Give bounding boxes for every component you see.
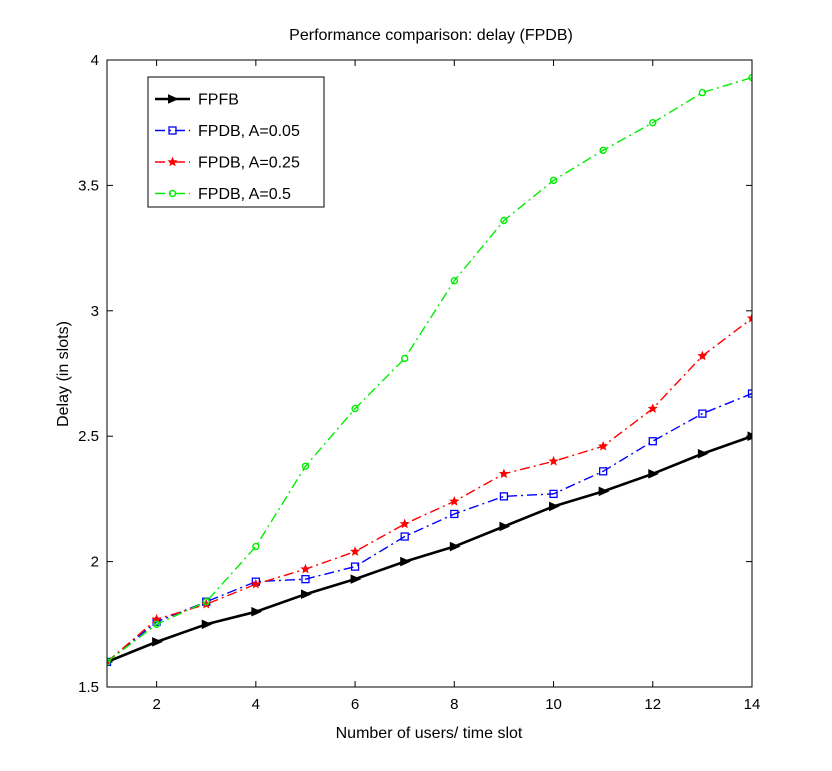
data-point	[698, 88, 707, 97]
y-axis-label: Delay (in slots)	[55, 321, 72, 427]
y-tick-label: 4	[91, 52, 99, 69]
legend-marker	[168, 126, 177, 135]
data-point	[449, 541, 461, 552]
data-point	[251, 606, 263, 617]
data-point	[450, 509, 459, 519]
data-point	[201, 619, 213, 630]
data-point	[549, 501, 560, 512]
series-fpdb-a-0-25	[107, 313, 752, 667]
legend-label: FPDB, A=0.05	[198, 123, 300, 140]
axis-ticks	[107, 59, 753, 688]
data-point	[499, 492, 509, 501]
data-point	[698, 409, 707, 418]
data-point	[400, 532, 409, 541]
data-point	[747, 389, 752, 398]
y-tick-labels: 1.5 2 2.5 3 3.5 4	[78, 52, 99, 696]
legend-entry: FPDB, A=0.5	[155, 186, 291, 203]
data-point	[648, 437, 657, 446]
data-point	[599, 146, 607, 154]
data-point	[449, 496, 460, 506]
data-point	[549, 176, 558, 185]
x-tick-label: 2	[152, 696, 160, 713]
data-point	[250, 578, 261, 589]
y-tick-label: 2	[91, 554, 99, 571]
legend-entry: FPFB	[155, 92, 239, 109]
data-point	[548, 455, 559, 466]
data-point	[746, 313, 752, 323]
series-line-fpdb-a-0-25	[107, 317, 752, 663]
x-tick-label: 4	[252, 696, 260, 713]
series-layer	[107, 73, 752, 667]
y-tick-label: 1.5	[78, 679, 99, 696]
series-line-fpdb-a-0-05	[107, 392, 752, 663]
data-point	[648, 469, 660, 479]
x-tick-label: 12	[644, 696, 661, 713]
x-tick-label: 10	[545, 696, 562, 713]
series-line-fpdb-a-0-5	[107, 76, 752, 663]
x-tick-labels: 2 4 6 8 10 12 14	[152, 696, 760, 713]
data-point	[152, 637, 163, 647]
data-point	[300, 589, 312, 599]
data-point	[301, 575, 310, 584]
data-point	[400, 354, 409, 363]
y-tick-label: 2.5	[78, 428, 99, 445]
legend: FPFB FPDB, A=0.05 FPDB, A=0.25 FPDB, A=0.5	[147, 76, 325, 208]
data-point	[202, 598, 210, 606]
legend-marker	[167, 156, 178, 167]
legend-entry: FPDB, A=0.05	[155, 123, 300, 140]
data-point	[549, 489, 558, 499]
legend-marker	[168, 94, 179, 104]
data-point	[350, 574, 362, 584]
data-point	[300, 563, 311, 574]
data-point	[498, 468, 509, 479]
legend-label: FPDB, A=0.5	[198, 186, 291, 203]
data-point	[350, 546, 361, 556]
legend-entry: FPDB, A=0.25	[155, 155, 300, 172]
data-point	[500, 216, 508, 225]
data-point	[748, 73, 752, 82]
plot-area-frame	[106, 59, 753, 688]
chart-title: Performance comparison: delay (FPDB)	[289, 27, 573, 44]
data-point	[649, 118, 657, 127]
legend-marker	[168, 189, 177, 198]
data-point	[107, 658, 111, 666]
data-point	[399, 518, 410, 529]
x-tick-label: 8	[450, 696, 458, 713]
x-axis-label: Number of users/ time slot	[336, 725, 523, 742]
y-tick-label: 3.5	[78, 177, 99, 194]
data-point	[599, 467, 608, 476]
series-line-fpfb	[107, 434, 752, 664]
x-tick-label: 6	[351, 696, 359, 713]
data-point	[450, 277, 459, 285]
data-point	[350, 562, 360, 571]
legend-label: FPFB	[198, 92, 239, 109]
data-point	[697, 448, 709, 459]
data-point	[647, 403, 658, 413]
data-point	[598, 486, 610, 497]
x-tick-label: 14	[744, 696, 761, 713]
data-point	[252, 542, 260, 551]
data-point	[697, 350, 708, 361]
data-point	[301, 462, 310, 470]
series-fpdb-a-0-5	[107, 73, 752, 666]
y-tick-label: 3	[91, 303, 99, 320]
data-point	[400, 556, 411, 567]
data-point	[499, 521, 511, 532]
data-point	[152, 620, 161, 628]
data-point	[351, 404, 359, 413]
legend-label: FPDB, A=0.25	[198, 155, 300, 172]
data-point	[598, 440, 609, 451]
